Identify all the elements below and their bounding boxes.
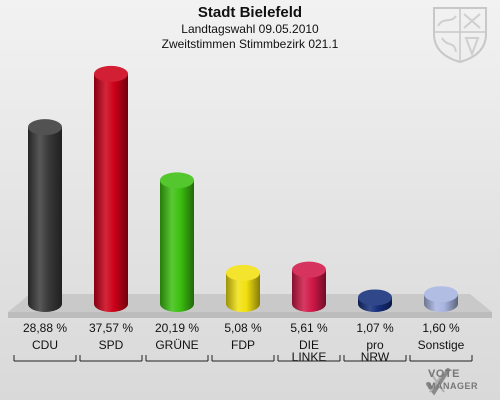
value-label: 1,60 % (422, 321, 460, 335)
category-label: FDP (231, 338, 255, 352)
bar-top-0 (28, 119, 62, 136)
category-label: GRÜNE (155, 338, 198, 352)
value-label: 5,08 % (224, 321, 262, 335)
category-label: SPD (99, 338, 124, 352)
category-label: Sonstige (418, 338, 465, 352)
chart-title: Stadt Bielefeld (197, 4, 303, 21)
bar-top-6 (424, 286, 458, 303)
bar-top-4 (292, 261, 326, 278)
bar-top-3 (226, 264, 260, 281)
category-label: NRW (361, 350, 390, 364)
value-label: 28,88 % (23, 321, 67, 335)
bar-cdu (28, 127, 62, 312)
chart-subtitle-district: Zweitstimmen Stimmbezirk 021.1 (161, 37, 339, 51)
bar-top-5 (358, 289, 392, 306)
bar-spd (94, 73, 128, 312)
logo-word-vote: VOTE (428, 368, 460, 380)
bar-top-1 (94, 65, 128, 82)
value-label: 37,57 % (89, 321, 133, 335)
bar-die-linke (292, 269, 326, 312)
value-label: 20,19 % (155, 321, 199, 335)
category-label: CDU (32, 338, 58, 352)
logo-word-manager: MANAGER (428, 381, 478, 391)
category-label: pro (366, 338, 384, 352)
category-label: DIE (299, 338, 319, 352)
nrw-coat-of-arms-icon (433, 7, 487, 64)
chart-subtitle-election: Landtagswahl 09.05.2010 (181, 22, 319, 36)
vote-manager-check-icon (426, 368, 450, 396)
value-label: 5,61 % (290, 321, 328, 335)
bar-fdp (226, 272, 260, 312)
chart-floor-edge (8, 312, 492, 318)
bar-top-2 (160, 172, 194, 189)
value-label: 1,07 % (356, 321, 394, 335)
bar-grüne (160, 180, 194, 312)
category-label: LINKE (292, 350, 327, 364)
